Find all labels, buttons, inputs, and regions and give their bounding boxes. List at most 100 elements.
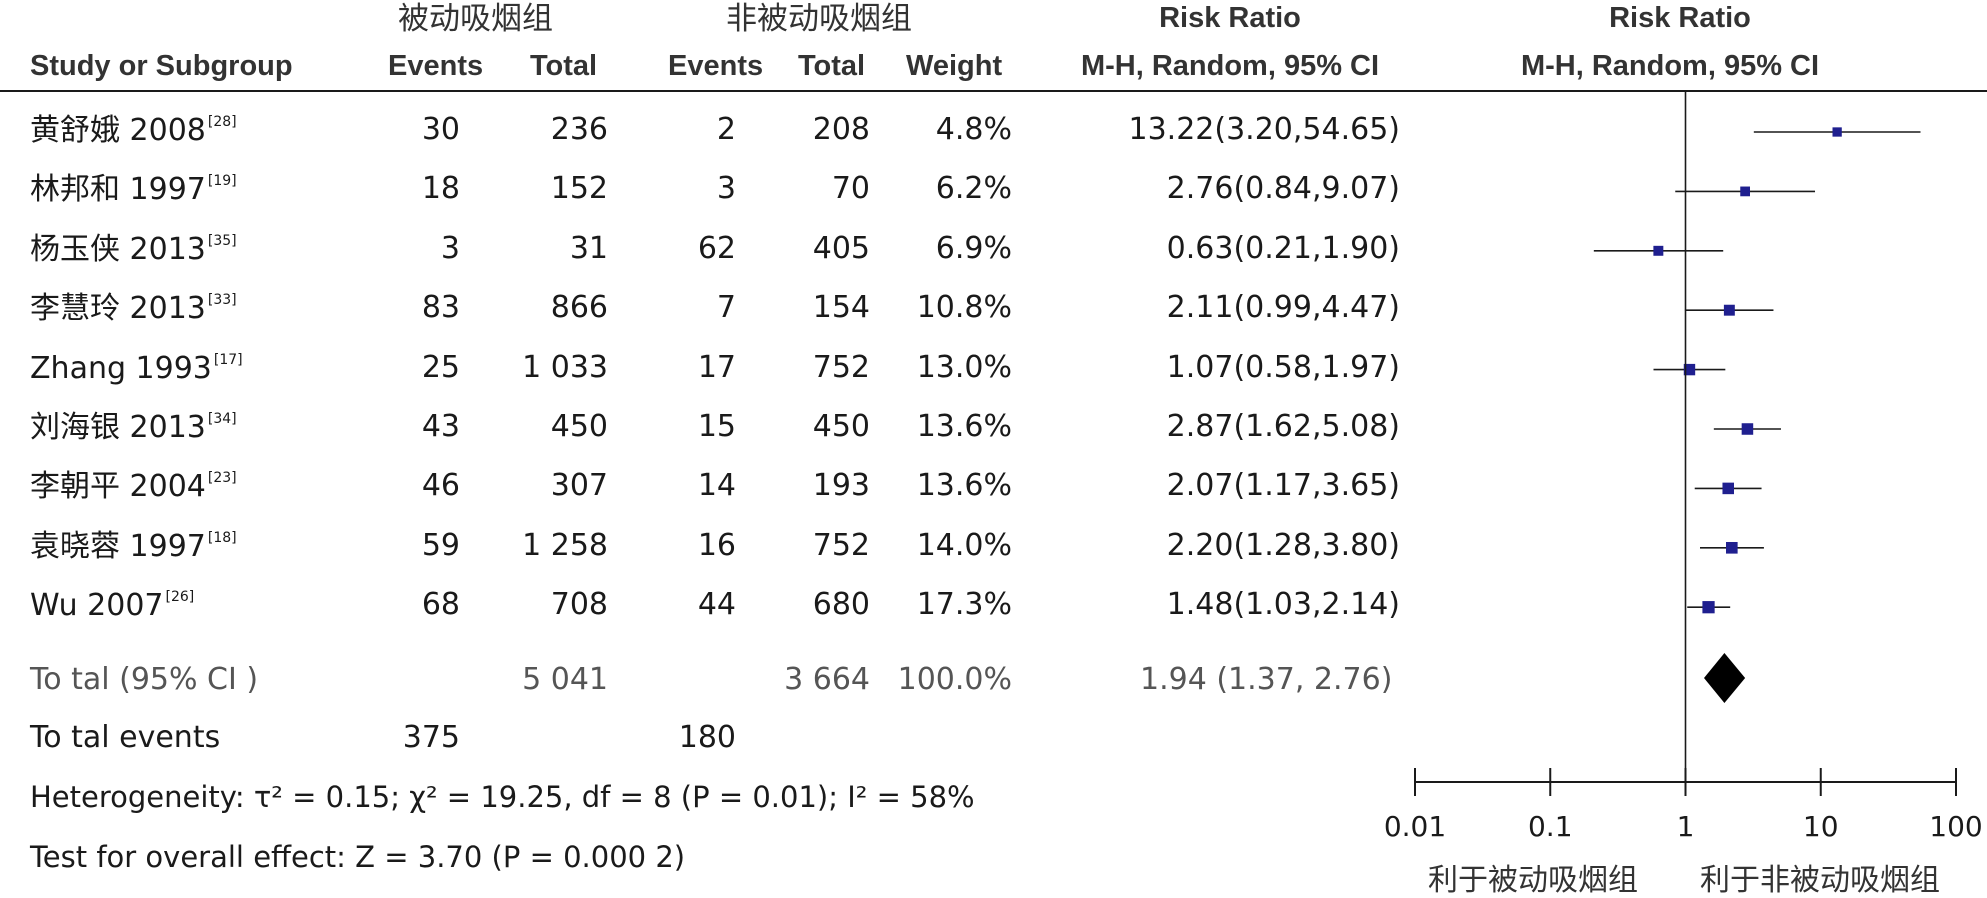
events-e-cell: 30 [421,112,460,147]
total-label: To tal (95% CI ) [30,662,259,697]
events-c-cell: 62 [697,230,736,266]
x-axis-tick-label: 0.01 [1383,810,1447,843]
study-name-cell: 黄舒娥 2008 [28] [30,115,237,146]
col-header-weight: Weight [906,50,1003,82]
events-c-cell: 7 [716,290,736,326]
effect-square [1653,245,1664,256]
x-axis-tick-label: 0.1 [1527,810,1573,843]
total-e-cell: 236 [550,112,608,147]
study-name-cell: Wu 2007 [26] [30,590,194,621]
study-ref: [28] [207,114,237,130]
total-c-cell: 680 [812,587,870,623]
effect-square [1702,601,1715,614]
col-header-total-e: Total [530,50,598,82]
total-c-cell: 752 [812,527,870,563]
events-e-cell: 83 [421,290,460,326]
effect-square [1832,127,1842,137]
total-e-cell: 1 033 [522,349,608,385]
study-name: 袁晓蓉 1997 [30,528,206,564]
effect-square [1683,363,1696,376]
events-c-cell: 17 [697,349,736,385]
events-c-cell: 3 [716,171,736,207]
study-name-cell: 杨玉侠 2013 [35] [30,234,237,265]
events-c-cell: 44 [697,587,736,623]
col-header-events-e: Events [388,50,484,82]
study-name-cell: 李朝平 2004 [23] [30,471,237,502]
study-ref: [26] [165,589,195,606]
total-e-cell: 450 [550,409,608,444]
weight-cell: 13.6% [916,409,1012,444]
total-c-cell: 70 [831,171,870,207]
total-c-cell: 193 [812,468,870,504]
study-ref: [17] [213,351,243,368]
study-name: Zhang 1993 [30,350,212,386]
ci-cell: 1.48(1.03,2.14) [1166,587,1400,623]
study-name: 林邦和 1997 [30,172,206,208]
total-e-cell: 307 [550,468,608,504]
group-header-control: 非被动吸烟组 [726,1,912,37]
study-name-cell: 袁晓蓉 1997 [18] [30,531,237,562]
weight-cell: 6.9% [935,230,1012,266]
ci-cell: 2.11(0.99,4.47) [1166,290,1400,326]
ci-cell: 1.07(0.58,1.97) [1166,349,1400,385]
total-events-label: To tal events [30,720,221,755]
study-name: 李朝平 2004 [30,469,206,505]
x-axis-tick-label: 10 [1802,810,1839,843]
study-ref: [18] [207,529,237,546]
study-name: 杨玉侠 2013 [30,231,206,267]
study-ref: [19] [207,173,237,190]
heterogeneity-text: Heterogeneity: τ² = 0.15; χ² = 19.25, df… [30,780,975,814]
events-e-cell: 59 [421,527,460,563]
total-c-cell: 208 [812,112,870,147]
events-e-cell: 18 [421,171,460,207]
favours-right-label: 利于非被动吸烟组 [1700,863,1940,898]
ci-cell: 2.07(1.17,3.65) [1166,468,1400,504]
x-axis-tick-label: 100 [1929,810,1983,843]
total-weight: 100.0% [897,662,1012,697]
total-e-cell: 866 [550,290,608,326]
study-name-cell: 林邦和 1997 [19] [30,174,237,205]
col-header-study: Study or Subgroup [30,50,293,82]
weight-cell: 13.6% [916,468,1012,504]
study-ref: [23] [207,470,237,487]
weight-cell: 17.3% [916,587,1012,623]
events-e-cell: 43 [421,409,460,444]
effect-square [1722,482,1735,495]
col-header-events-c: Events [668,50,764,82]
study-name: 黄舒娥 2008 [30,113,206,148]
events-c-cell: 15 [697,409,736,444]
ci-cell: 2.87(1.62,5.08) [1166,409,1400,444]
total-e-cell: 31 [569,230,608,266]
col-header-plot: Risk Ratio [1609,2,1751,34]
ci-cell: 13.22(3.20,54.65) [1128,112,1400,147]
total-events-e: 375 [402,720,460,755]
weight-cell: 14.0% [916,527,1012,563]
total-e-cell: 708 [550,587,608,623]
favours-left-label: 利于被动吸烟组 [1428,863,1638,898]
total-e-cell: 1 258 [522,527,608,563]
total-e: 5 041 [522,662,608,697]
effect-square [1741,423,1754,435]
events-c-cell: 2 [716,112,736,147]
weight-cell: 10.8% [916,290,1012,326]
effect-square [1726,541,1738,554]
weight-cell: 6.2% [935,171,1012,207]
total-e-cell: 152 [550,171,608,207]
effect-square [1740,186,1751,197]
total-c-cell: 405 [812,230,870,266]
total-c-cell: 752 [812,349,870,385]
weight-cell: 13.0% [916,349,1012,385]
study-ref: [35] [207,232,237,249]
total-events-c: 180 [678,720,736,755]
events-e-cell: 25 [421,349,460,385]
events-c-cell: 14 [697,468,736,504]
col-header-total-c: Total [798,50,866,82]
study-name-cell: Zhang 1993 [17] [30,353,243,384]
events-e-cell: 46 [421,468,460,504]
summary-diamond [1703,653,1746,703]
group-header-experimental: 被动吸烟组 [398,1,553,37]
ci-cell: 2.20(1.28,3.80) [1166,527,1400,563]
events-e-cell: 3 [440,230,460,266]
study-ref: [33] [207,292,237,309]
